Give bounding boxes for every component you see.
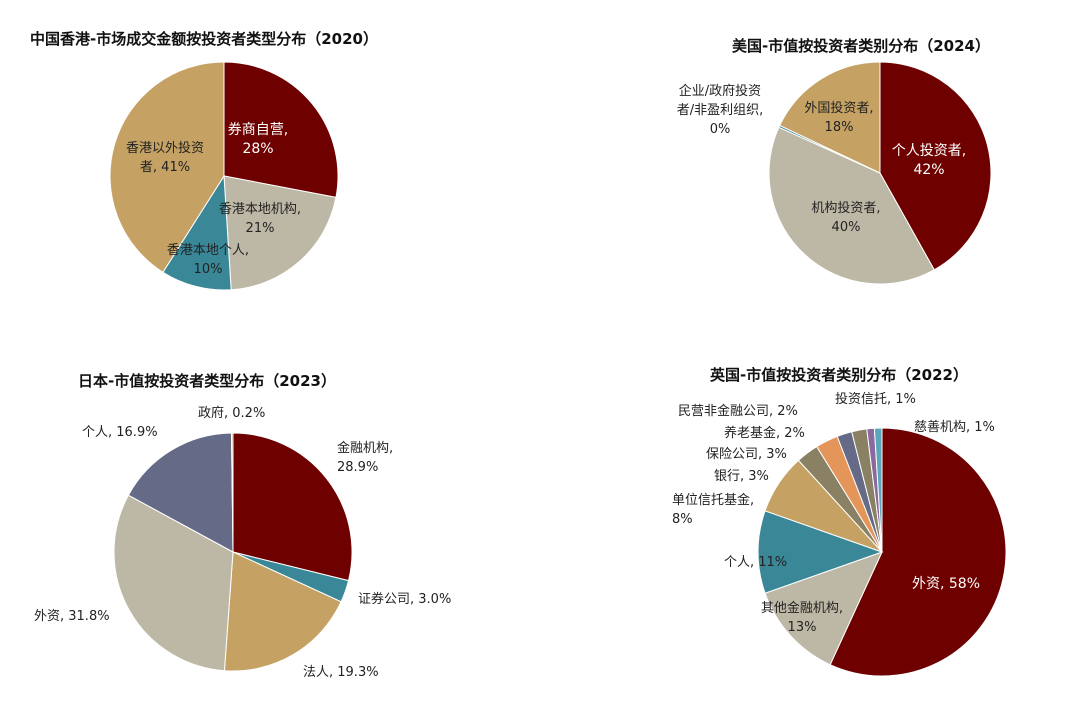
pie-slice xyxy=(162,174,232,291)
slice-label: 外资, 31.8% xyxy=(34,609,110,624)
pie-slice xyxy=(109,61,225,273)
hk-chart-title: 中国香港-市场成交金额按投资者类型分布（2020） xyxy=(30,30,378,48)
pie-slice xyxy=(127,432,234,553)
slice-label: 慈善机构, 1% xyxy=(914,419,995,435)
slice-label: 单位信托基金, 8% xyxy=(672,492,754,527)
pie-slice xyxy=(829,427,1007,677)
pie-slice xyxy=(873,427,883,553)
slice-label: 投资信托, 1% xyxy=(835,391,916,407)
us-pie: 个人投资者, 42% 机构投资者, 40% 企业/政府投资者/非盈利组织, 0% 外国投资者… xyxy=(677,61,992,285)
slice-label: 其他金融机构, 13% xyxy=(761,600,843,635)
pie-slice xyxy=(113,494,234,672)
slice-label: 法人, 19.3% xyxy=(303,665,379,680)
jp-chart-title: 日本-市值按投资者类型分布（2023） xyxy=(78,372,336,390)
slice-label: 企业/政府投资者/非盈利组织, 0% xyxy=(677,83,764,137)
pie-slice xyxy=(764,551,883,666)
us-chart: 美国-市值按投资者类别分布（2024） 个人投资者, 42% 机构投资者, 40% 企业… xyxy=(540,0,1080,330)
us-chart-title: 美国-市值按投资者类别分布（2024） xyxy=(732,37,990,55)
slice-label: 银行, 3% xyxy=(714,469,769,484)
slice-label: 外资, 58% xyxy=(912,576,980,592)
slice-label: 券商自营, 28% xyxy=(228,122,288,157)
slice-label: 民营非金融公司, 2% xyxy=(678,403,798,419)
uk-chart-title: 英国-市值按投资者类别分布（2022） xyxy=(710,366,968,384)
pie-slice xyxy=(779,61,881,174)
slice-label: 证券公司, 3.0% xyxy=(358,591,451,607)
hk-chart: 中国香港-市场成交金额按投资者类型分布（2020） 券商自营, 28% 香港本地机构… xyxy=(0,0,540,330)
slice-label: 香港以外投资者, 41% xyxy=(126,140,204,175)
uk-chart: 英国-市值按投资者类别分布（2022） 外资, 58% 其他金融机构, 13% 个人,… xyxy=(540,352,1080,704)
pie-slice xyxy=(223,61,339,198)
slice-label: 个人, 16.9% xyxy=(82,425,158,440)
pie-slice xyxy=(223,175,337,291)
pie-slice xyxy=(768,126,935,285)
slice-label: 养老基金, 2% xyxy=(724,425,805,441)
jp-pie: 金融机构, 28.9% 证券公司, 3.0% 法人, 19.3% 外资, 31.8% 个人… xyxy=(34,406,451,680)
pie-slice xyxy=(223,551,342,672)
slice-label: 个人投资者, 42% xyxy=(892,143,966,178)
pie-slice xyxy=(232,432,353,582)
slice-label: 个人, 11% xyxy=(724,555,787,570)
slice-label: 金融机构, 28.9% xyxy=(337,440,393,475)
pie-slice xyxy=(879,61,992,271)
slice-label: 香港本地机构, 21% xyxy=(219,202,301,236)
slice-label: 香港本地个人, 10% xyxy=(167,243,249,277)
hk-pie: 券商自营, 28% 香港本地机构, 21% 香港本地个人, 10% 香港以外投资者, 41% xyxy=(109,61,339,291)
slice-label: 保险公司, 3% xyxy=(706,447,787,462)
pie-slice xyxy=(231,432,234,553)
slice-label: 政府, 0.2% xyxy=(198,406,265,421)
slice-label: 外国投资者, 18% xyxy=(804,100,873,135)
jp-chart: 日本-市值按投资者类型分布（2023） 金融机构, 28.9% 证券公司, 3.0%… xyxy=(0,352,540,704)
uk-pie: 外资, 58% 其他金融机构, 13% 个人, 11% 单位信托基金, 8% 银行, 3% 保… xyxy=(672,391,1007,677)
pie-slice xyxy=(757,510,884,594)
slice-label: 机构投资者, 40% xyxy=(811,200,880,235)
